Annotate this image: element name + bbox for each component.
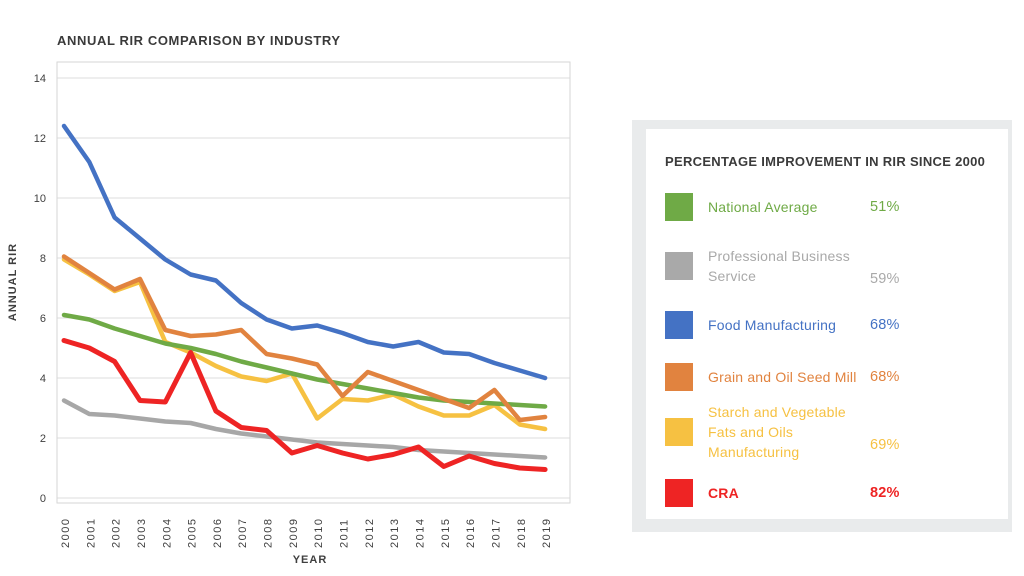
x-tick-label: 2013 (389, 518, 401, 548)
legend-color-swatch (665, 252, 693, 280)
legend-pct: 82% (870, 485, 900, 501)
legend-label: Food Manufacturing (708, 317, 837, 333)
legend-color-swatch (665, 479, 693, 507)
x-tick-label: 2019 (541, 518, 553, 548)
plot-border (56, 61, 571, 504)
series-line-grain-and-oil-seed-mill (61, 254, 548, 423)
y-tick-label: 10 (34, 193, 46, 205)
legend-pct: 68% (870, 317, 900, 333)
legend-label: CRA (708, 485, 739, 501)
legend-item: Professional Business Service 59% (665, 244, 998, 288)
x-tick-label: 2012 (364, 518, 376, 548)
legend-item: Food Manufacturing 68% (665, 311, 998, 339)
legend-item: Grain and Oil Seed Mill 68% (665, 363, 998, 391)
legend-pct: 68% (870, 369, 900, 385)
x-tick-label: 2002 (111, 518, 123, 548)
legend-label: Starch and Vegetable Fats and Oils Manuf… (708, 404, 846, 460)
x-tick-label: 2014 (414, 518, 426, 548)
chart-title: ANNUAL RIR COMPARISON BY INDUSTRY (57, 33, 341, 48)
legend-pct: 51% (870, 199, 900, 215)
legend-label: National Average (708, 199, 818, 215)
legend-color-swatch (665, 193, 693, 221)
legend-panel: PERCENTAGE IMPROVEMENT IN RIR SINCE 2000… (632, 120, 1012, 532)
legend-item: Starch and Vegetable Fats and Oils Manuf… (665, 404, 998, 460)
rir-line-chart: 0 2 4 6 8 10 12 14 2000 2001 2002 2003 2004 2005 2006 2… (7, 61, 571, 566)
legend-color-swatch (665, 311, 693, 339)
y-tick-label: 0 (40, 493, 46, 505)
y-tick-label: 4 (40, 373, 46, 385)
x-tick-label: 2009 (288, 518, 300, 548)
legend-label: Grain and Oil Seed Mill (708, 369, 857, 385)
x-tick-label: 2007 (237, 518, 249, 548)
legend-color-swatch (665, 418, 693, 446)
x-tick-label: 2018 (516, 518, 528, 548)
series-line-food-manufacturing (61, 123, 548, 381)
legend-item: CRA 82% (665, 479, 998, 507)
x-tick-label: 2000 (60, 518, 72, 548)
x-tick-label: 2015 (440, 518, 452, 548)
y-tick-label: 6 (40, 313, 46, 325)
legend-title: PERCENTAGE IMPROVEMENT IN RIR SINCE 2000 (665, 154, 986, 169)
x-tick-label: 2005 (187, 518, 199, 548)
legend-card: PERCENTAGE IMPROVEMENT IN RIR SINCE 2000… (646, 129, 1008, 519)
x-tick-label: 2004 (161, 518, 173, 548)
x-tick-label: 2017 (490, 518, 502, 548)
legend-color-swatch (665, 363, 693, 391)
y-tick-label: 12 (34, 133, 46, 145)
series-line-professional-business-service (61, 398, 548, 460)
y-tick-label: 2 (40, 433, 46, 445)
x-tick-label: 2010 (313, 518, 325, 548)
series-line-cra (61, 338, 548, 472)
x-axis-title: YEAR (293, 554, 328, 566)
y-tick-label: 14 (34, 73, 46, 85)
legend-item: National Average 51% (665, 193, 998, 221)
legend-pct: 59% (870, 271, 900, 287)
legend-pct: 69% (870, 437, 900, 453)
y-tick-label: 8 (40, 253, 46, 265)
x-tick-label: 2011 (339, 518, 351, 548)
x-tick-label: 2003 (136, 518, 148, 548)
x-tick-label: 2016 (465, 518, 477, 548)
y-axis-title: ANNUAL RIR (7, 243, 19, 321)
series-line-national-average (61, 312, 548, 409)
x-tick-label: 2006 (212, 518, 224, 548)
x-tick-label: 2008 (263, 518, 275, 548)
x-tick-label: 2001 (85, 518, 97, 548)
legend-label: Professional Business Service (708, 248, 850, 284)
